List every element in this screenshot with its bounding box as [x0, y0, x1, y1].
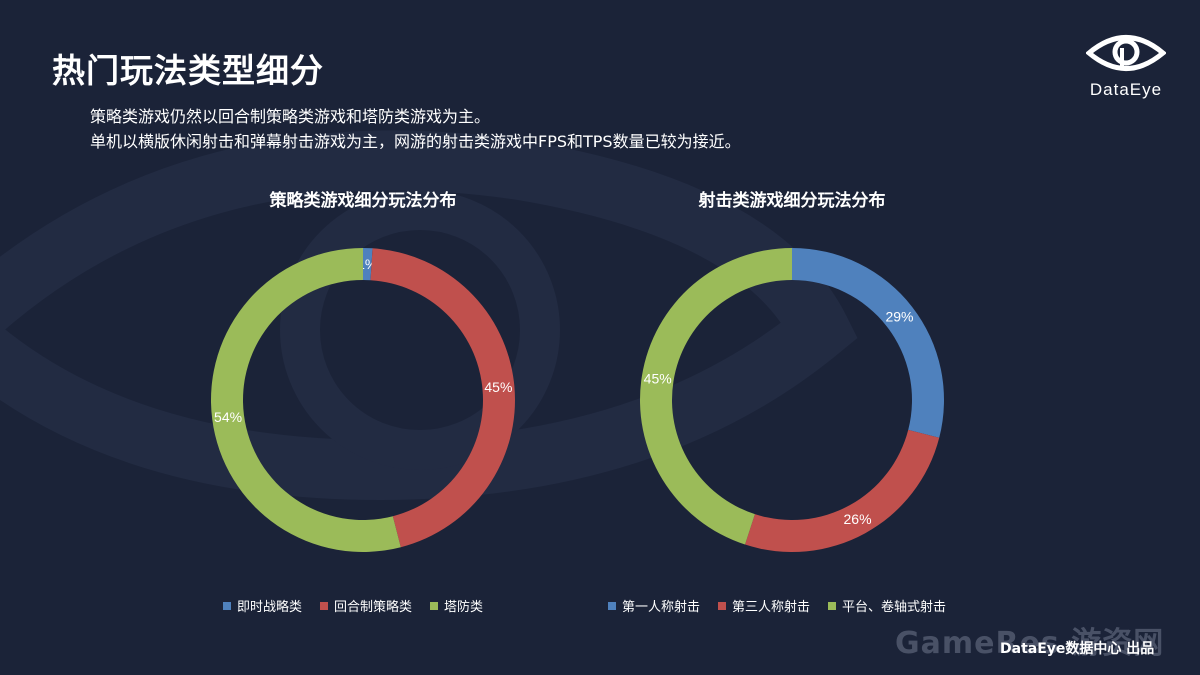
data-label: 26% [844, 511, 872, 527]
description-line-2: 单机以横版休闲射击和弹幕射击游戏为主，网游的射击类游戏中FPS和TPS数量已较为… [90, 132, 741, 151]
data-label: 45% [484, 379, 512, 395]
donut-slice-1 [363, 248, 373, 281]
legend-item: 第三人称射击 [718, 596, 810, 615]
legend-item: 回合制策略类 [320, 596, 412, 615]
logo-text: DataEye [1089, 80, 1163, 99]
donut-slice-1 [792, 248, 944, 438]
legend-swatch [608, 601, 616, 610]
donut-slice-3 [210, 248, 401, 552]
chart-1-donut: 1%45%54% [210, 248, 515, 552]
legend-item: 塔防类 [430, 596, 483, 615]
description: 策略类游戏仍然以回合制策略类游戏和塔防类游戏为主。 单机以横版休闲射击和弹幕射击… [90, 104, 741, 154]
chart-2-legend: 第一人称射击 第三人称射击 平台、卷轴式射击 [608, 596, 946, 615]
donut-slice-2 [370, 248, 515, 548]
footer-credit: DataEye数据中心 出品 [1000, 641, 1155, 657]
donut-slice-2 [745, 429, 940, 552]
legend-swatch [828, 601, 837, 610]
chart-1-legend: 即时战略类 回合制策略类 塔防类 [223, 596, 483, 615]
legend-swatch [718, 601, 727, 610]
legend-label: 平台、卷轴式射击 [842, 600, 947, 615]
dataeye-logo: DataEye [1076, 30, 1176, 102]
donut-slice-3 [640, 248, 792, 545]
legend-label: 塔防类 [444, 600, 484, 615]
chart-2-title: 射击类游戏细分玩法分布 [698, 191, 886, 211]
data-label: 54% [214, 409, 242, 425]
legend-swatch [320, 601, 329, 610]
legend-label: 第三人称射击 [732, 600, 811, 615]
legend-swatch [223, 601, 231, 610]
legend-item: 平台、卷轴式射击 [828, 596, 946, 615]
eye-icon [1086, 35, 1166, 71]
data-label: 29% [885, 309, 913, 325]
page-title: 热门玩法类型细分 [52, 51, 324, 90]
legend-item: 即时战略类 [223, 596, 302, 615]
legend-item: 第一人称射击 [608, 596, 700, 615]
watermark: GameRes 游资网 [895, 626, 1165, 661]
legend-label: 即时战略类 [237, 600, 303, 615]
data-label: 45% [644, 371, 672, 387]
legend-label: 第一人称射击 [622, 600, 701, 615]
legend-label: 回合制策略类 [334, 600, 413, 615]
chart-1-title: 策略类游戏细分玩法分布 [269, 191, 457, 211]
legend-swatch [430, 601, 439, 610]
description-line-1: 策略类游戏仍然以回合制策略类游戏和塔防类游戏为主。 [90, 107, 491, 126]
chart-2-donut: 29% 26% 45% [640, 248, 944, 552]
